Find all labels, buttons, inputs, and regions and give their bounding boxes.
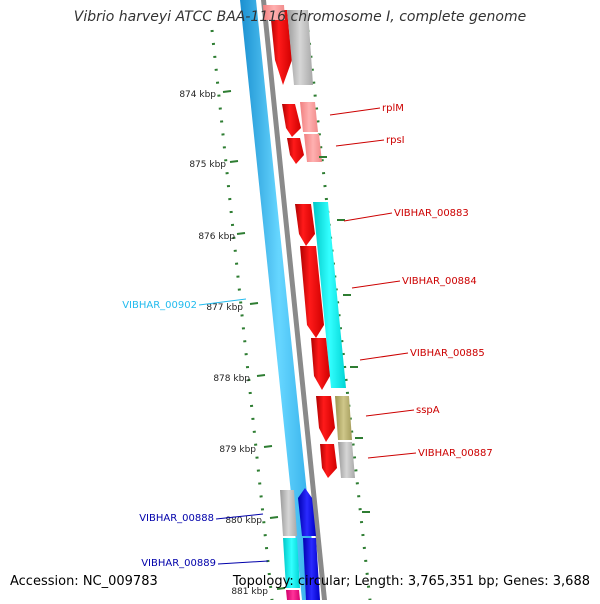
gene-label[interactable]: sspA (416, 405, 440, 416)
gene-label[interactable]: VIBHAR_00885 (410, 348, 485, 359)
tick-mark (269, 516, 279, 519)
leader-line (365, 409, 415, 417)
gene-arrow-red (263, 5, 285, 20)
gene-arrow-blue (298, 488, 316, 536)
gene-arrow-red (270, 10, 292, 85)
leader-line (351, 280, 401, 289)
accession-text: Accession: NC_009783 (10, 574, 158, 589)
gene-label[interactable]: VIBHAR_00889 (141, 558, 216, 569)
leader-line (217, 560, 269, 565)
gene-arrow-red-light (304, 134, 322, 162)
gene-arrow-red (320, 444, 337, 478)
tick-mark (256, 374, 266, 377)
tick-label: 875 kbp (189, 160, 226, 170)
gene-arrow-red (287, 138, 304, 164)
gene-arrow-red (295, 204, 315, 246)
gene-label[interactable]: VIBHAR_00888 (139, 513, 214, 524)
tick-label: 874 kbp (179, 90, 216, 100)
leader-line (367, 452, 417, 459)
gene-arrow-gray (338, 442, 355, 478)
leader-line (198, 298, 247, 306)
gene-arrow-blue (303, 538, 320, 600)
gene-label[interactable]: VIBHAR_00887 (418, 448, 493, 459)
genome-summary-text: Topology: circular; Length: 3,765,351 bp… (232, 574, 590, 589)
tick-label: 880 kbp (225, 516, 262, 526)
tick-mark (263, 445, 273, 448)
gene-label[interactable]: VIBHAR_00883 (394, 208, 469, 219)
gene-arrow-red-light (300, 102, 318, 132)
leader-line (359, 352, 409, 361)
outer-dotted-line-right (306, 29, 372, 601)
leader-line (343, 212, 393, 222)
gene-arrow-pink (286, 590, 300, 600)
gene-arrow-cyan (313, 202, 346, 388)
tick-mark (229, 160, 239, 163)
gene-label[interactable]: VIBHAR_00902 (122, 300, 197, 311)
leader-line (215, 513, 264, 520)
tick-marks (222, 90, 370, 590)
gene-arrow-gray (287, 10, 313, 85)
gene-arrow-gray (280, 490, 297, 536)
leader-line (335, 139, 385, 147)
tick-label: 879 kbp (219, 445, 256, 455)
tick-label: 881 kbp (231, 587, 268, 597)
gene-arrow-red (316, 396, 335, 442)
tick-mark (236, 232, 246, 235)
gene-label[interactable]: VIBHAR_00884 (402, 276, 477, 287)
gene-arrow-red (300, 246, 324, 338)
tick-mark (222, 90, 232, 93)
outer-dotted-line-left (210, 29, 274, 601)
gene-arrow-red (282, 104, 301, 137)
map-title: Vibrio harveyi ATCC BAA-1116 chromosome … (73, 9, 527, 25)
tick-mark (276, 587, 286, 590)
gene-arrow-red (311, 338, 330, 390)
gene-arrow-khaki (335, 396, 352, 440)
gene-label[interactable]: rplM (382, 103, 404, 114)
leader-line (329, 107, 381, 116)
backbone-blue (240, 0, 318, 600)
gene-label[interactable]: rpsI (386, 135, 405, 146)
tick-label: 876 kbp (198, 232, 235, 242)
tick-label: 877 kbp (206, 303, 243, 313)
tick-label: 878 kbp (213, 374, 250, 384)
gene-arrow-cyan (283, 538, 300, 588)
backbone-gray (261, 0, 327, 600)
tick-mark (249, 302, 259, 305)
